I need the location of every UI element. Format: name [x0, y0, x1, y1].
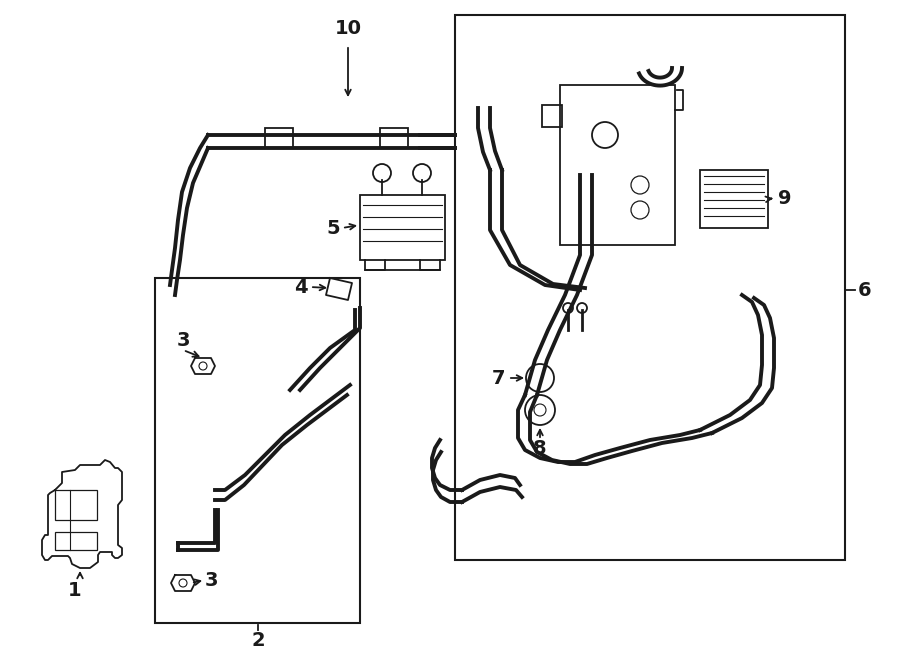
Text: 6: 6 [858, 281, 871, 299]
Text: 9: 9 [778, 189, 791, 207]
Bar [155, 278, 360, 623]
Bar [360, 195, 445, 260]
Text: 8: 8 [533, 438, 547, 457]
Text: 5: 5 [327, 218, 340, 238]
Text: 10: 10 [335, 19, 362, 38]
Bar [560, 85, 675, 245]
Text: 4: 4 [294, 277, 308, 297]
Text: 2: 2 [251, 630, 265, 649]
Text: 3: 3 [205, 571, 219, 589]
Bar [55, 532, 97, 550]
Bar [700, 170, 768, 228]
Bar [265, 128, 293, 148]
Bar [455, 15, 845, 560]
Bar [55, 490, 97, 520]
Text: 3: 3 [176, 330, 190, 350]
Bar [542, 105, 562, 127]
Bar [380, 128, 408, 148]
Text: 1: 1 [68, 581, 82, 600]
Text: 7: 7 [491, 369, 505, 387]
